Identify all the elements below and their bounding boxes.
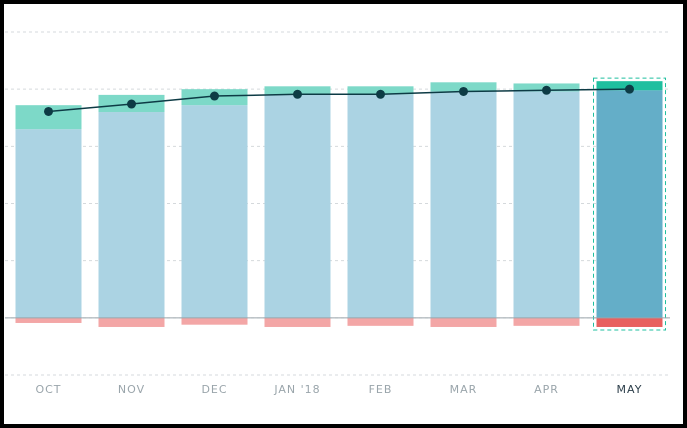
bar-segment <box>596 317 663 327</box>
bar-segment <box>347 317 414 326</box>
bar-segment <box>347 94 414 318</box>
x-tick-label: DEC <box>201 383 227 396</box>
x-tick-label: NOV <box>118 383 145 396</box>
x-tick-label: FEB <box>369 383 393 396</box>
x-tick-label: MAR <box>450 383 478 396</box>
bar-segment <box>15 129 82 318</box>
bar-segment <box>430 91 497 318</box>
x-tick-label: APR <box>534 383 559 396</box>
bar-segment <box>181 105 248 318</box>
line-point <box>625 84 634 94</box>
x-tick-label: OCT <box>35 383 61 396</box>
line <box>48 88 630 113</box>
bar-segment <box>430 317 497 327</box>
line-point <box>459 86 468 96</box>
line-point <box>44 106 53 116</box>
x-tick-label: MAY <box>617 383 643 396</box>
x-tick-label: JAN '18 <box>273 383 320 396</box>
bar-segment <box>15 317 82 323</box>
bar-segment <box>98 317 165 327</box>
line-point <box>127 99 136 109</box>
line-point <box>293 89 302 99</box>
bar-segment <box>98 112 165 318</box>
bar-segment <box>430 82 497 92</box>
line-point <box>376 89 385 99</box>
bar-segment <box>513 91 580 318</box>
line-point <box>542 85 551 95</box>
bar-segment <box>596 90 663 318</box>
bar-segment <box>264 317 331 327</box>
bar-segment <box>181 317 248 325</box>
bar-segment <box>513 317 580 326</box>
highlight-box <box>593 77 666 331</box>
bar-segment <box>264 94 331 318</box>
line-point <box>210 91 219 101</box>
